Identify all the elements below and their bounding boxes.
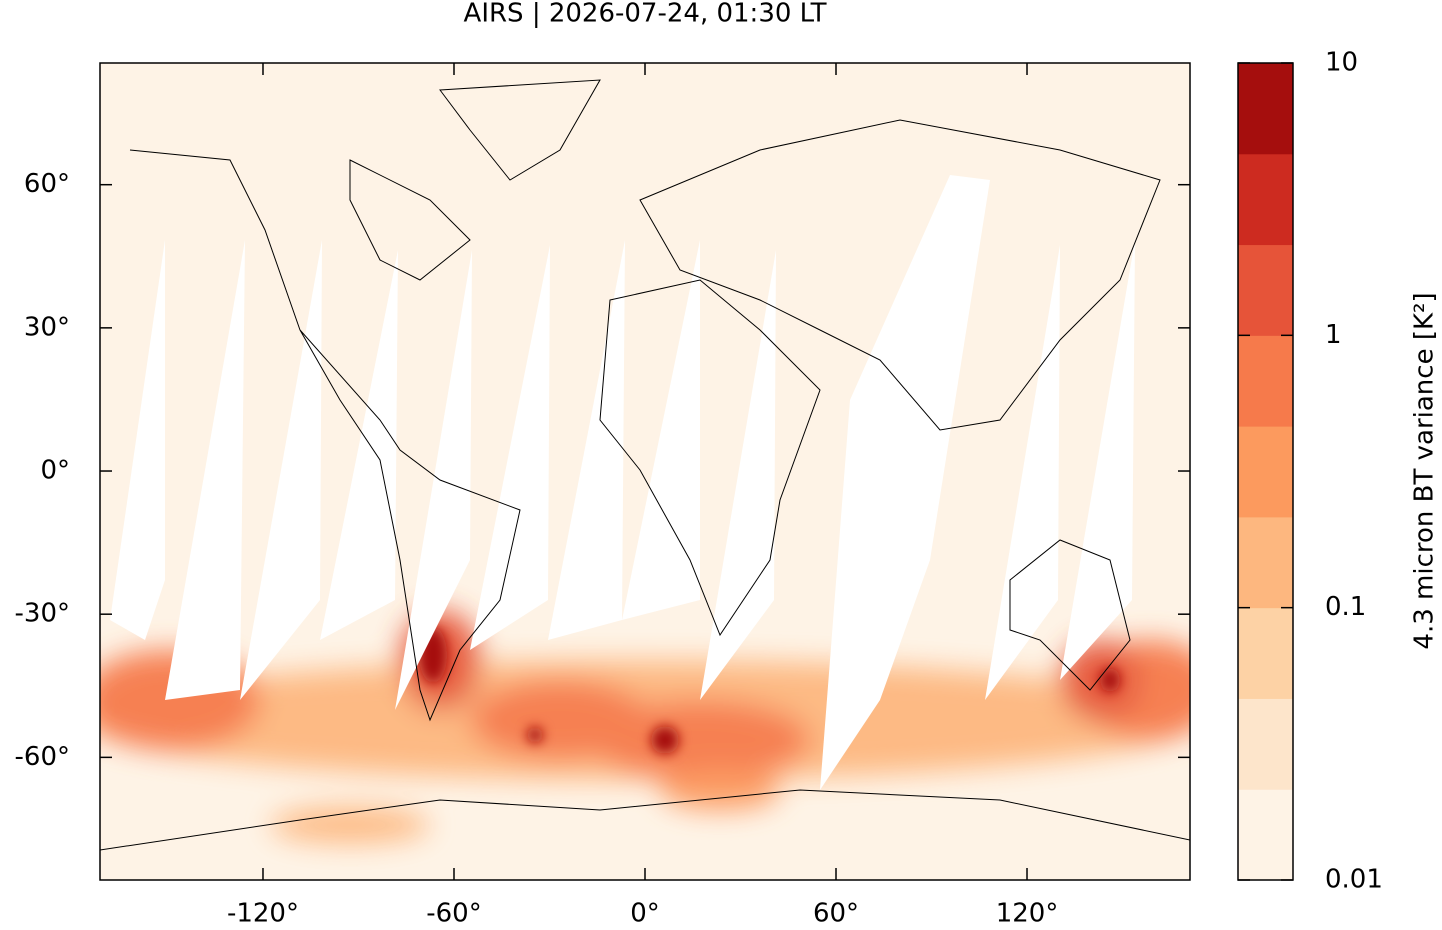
colorbar-band <box>1238 335 1293 427</box>
y-tick-label: -60° <box>15 742 70 772</box>
x-tick-label: -120° <box>227 899 299 929</box>
colorbar-band <box>1238 153 1293 246</box>
y-tick-label: 60° <box>24 169 70 199</box>
x-tick-label: -60° <box>426 899 481 929</box>
colorbar-band <box>1238 516 1293 609</box>
colorbar-band <box>1238 426 1293 518</box>
colorbar-tick-label: 0.01 <box>1325 865 1383 895</box>
colorbar-band <box>1238 789 1293 881</box>
chart-title: AIRS | 2026-07-24, 01:30 LT <box>464 0 827 29</box>
y-tick-label: 0° <box>40 456 70 486</box>
colorbar-band <box>1238 698 1293 790</box>
colorbar-tick-label: 1 <box>1325 320 1342 350</box>
colorbar-tick-label: 10 <box>1325 48 1358 78</box>
colorbar-band <box>1238 607 1293 699</box>
map-field <box>100 63 1190 880</box>
colorbar-frame <box>1237 62 1294 881</box>
y-tick-label: -30° <box>15 599 70 629</box>
swath-gaps <box>110 175 1135 790</box>
x-tick-label: 120° <box>996 899 1059 929</box>
colorbar-label: 4.3 micron BT variance [K²] <box>1410 292 1440 649</box>
coastlines <box>100 79 1190 851</box>
y-tick-label: 30° <box>24 312 70 342</box>
colorbar-band <box>1238 244 1293 336</box>
x-tick-label: 0° <box>630 899 660 929</box>
colorbar-tick-label: 0.1 <box>1325 592 1366 622</box>
colorbar-band <box>1238 63 1293 155</box>
x-tick-label: 60° <box>813 899 859 929</box>
